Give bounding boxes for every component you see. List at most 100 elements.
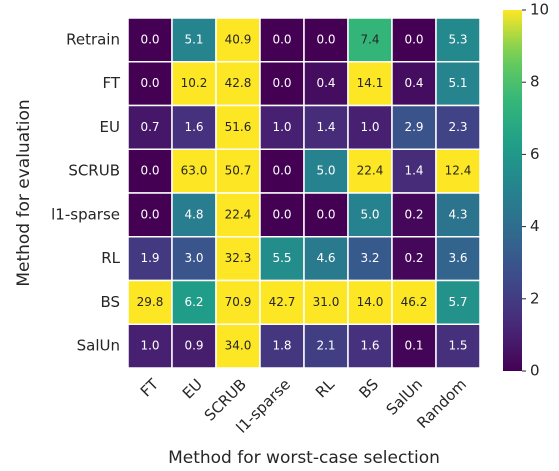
cell-label: 1.6 [184, 120, 203, 134]
y-tick-label: EU [100, 118, 120, 136]
y-tick-label: Retrain [66, 30, 120, 48]
y-tick-label: SalUn [77, 337, 120, 355]
cell-label: 7.4 [360, 32, 379, 46]
cell-label: 0.0 [140, 32, 159, 46]
y-tick-label: FT [102, 74, 120, 92]
heatmap-cell [259, 104, 305, 150]
colorbar-tick-label: 4 [530, 217, 540, 235]
cell-label: 0.7 [140, 120, 159, 134]
heatmap-cell [215, 279, 261, 325]
cell-label: 3.6 [448, 251, 467, 265]
colorbar-tick-label: 10 [530, 1, 549, 19]
x-tick-label: Random [413, 375, 470, 432]
cell-label: 34.0 [225, 339, 252, 353]
colorbar-tick-label: 2 [530, 289, 540, 307]
heatmap-cell [215, 148, 261, 194]
cell-label: 22.4 [357, 164, 384, 178]
heatmap-cell [435, 323, 481, 369]
y-axis-label: Method for evaluation [14, 99, 34, 286]
cell-label: 4.6 [316, 251, 335, 265]
heatmap-cell [347, 61, 393, 107]
cell-label: 6.2 [184, 295, 203, 309]
cell-label: 1.0 [272, 120, 291, 134]
x-tick-label: EU [179, 375, 206, 402]
cell-label: 2.9 [404, 120, 423, 134]
x-tick-label: RL [312, 375, 338, 401]
cell-label: 1.0 [140, 339, 159, 353]
cell-label: 42.8 [225, 76, 252, 90]
cell-label: 5.7 [448, 295, 467, 309]
heatmap-cell [259, 61, 305, 107]
colorbar-tick-label: 0 [530, 362, 540, 380]
cell-label: 32.3 [225, 251, 252, 265]
cell-label: 0.0 [140, 207, 159, 221]
cell-label: 50.7 [225, 164, 252, 178]
x-axis-label: Method for worst-case selection [168, 448, 440, 468]
heatmap-cell [259, 323, 305, 369]
cell-label: 14.1 [357, 76, 384, 90]
cell-label: 0.0 [316, 207, 335, 221]
cell-label: 12.4 [445, 164, 472, 178]
cell-label: 0.2 [404, 207, 423, 221]
heatmap-cell [171, 236, 217, 282]
colorbar-tick-label: 6 [530, 145, 540, 163]
heatmap-cell [391, 279, 437, 325]
cell-label: 1.4 [404, 164, 423, 178]
cell-label: 0.0 [272, 164, 291, 178]
cell-label: 1.5 [448, 339, 467, 353]
cell-label: 0.0 [404, 32, 423, 46]
cell-label: 3.0 [184, 251, 203, 265]
cell-label: 0.9 [184, 339, 203, 353]
heatmap-cell [215, 323, 261, 369]
colorbar-tick-label: 8 [530, 73, 540, 91]
y-tick-label: SCRUB [68, 162, 120, 180]
cell-label: 42.7 [269, 295, 296, 309]
cell-label: 5.3 [448, 32, 467, 46]
y-tick-label: l1-sparse [51, 205, 120, 223]
cell-label: 1.8 [272, 339, 291, 353]
cell-label: 40.9 [225, 32, 252, 46]
cell-label: 0.0 [272, 76, 291, 90]
heatmap-cell [435, 104, 481, 150]
heatmap-cell [127, 279, 173, 325]
heatmap-cell [303, 148, 349, 194]
cell-label: 2.3 [448, 120, 467, 134]
heatmap-cell [303, 236, 349, 282]
cell-label: 63.0 [181, 164, 208, 178]
cell-label: 0.0 [272, 207, 291, 221]
heatmap-cell [171, 279, 217, 325]
cell-label: 3.2 [360, 251, 379, 265]
cell-label: 0.0 [140, 164, 159, 178]
cell-label: 10.2 [181, 76, 208, 90]
heatmap-cell [347, 323, 393, 369]
y-tick-label: BS [100, 293, 120, 311]
heatmap-cell [347, 104, 393, 150]
cell-label: 0.1 [404, 339, 423, 353]
cell-label: 31.0 [313, 295, 340, 309]
cell-label: 0.4 [404, 76, 423, 90]
cell-label: 70.9 [225, 295, 252, 309]
cell-label: 2.1 [316, 339, 335, 353]
heatmap-cell [127, 17, 173, 63]
heatmap-cell [391, 104, 437, 150]
cell-label: 5.1 [184, 32, 203, 46]
cell-label: 5.0 [316, 164, 335, 178]
colorbar [503, 10, 522, 371]
cell-label: 0.0 [272, 32, 291, 46]
cell-label: 0.2 [404, 251, 423, 265]
heatmap-cell [215, 104, 261, 150]
heatmap-cell [127, 323, 173, 369]
cell-label: 5.5 [272, 251, 291, 265]
heatmap-cell [347, 279, 393, 325]
heatmap-cell [391, 236, 437, 282]
cell-label: 1.4 [316, 120, 335, 134]
heatmap-cell [303, 279, 349, 325]
heatmap-cell [435, 236, 481, 282]
cell-label: 51.6 [225, 120, 252, 134]
cell-label: 1.6 [360, 339, 379, 353]
cell-label: 0.0 [140, 76, 159, 90]
cell-label: 5.0 [360, 207, 379, 221]
heatmap-cell [347, 17, 393, 63]
heatmap-cell [171, 61, 217, 107]
heatmap-cell [303, 192, 349, 238]
